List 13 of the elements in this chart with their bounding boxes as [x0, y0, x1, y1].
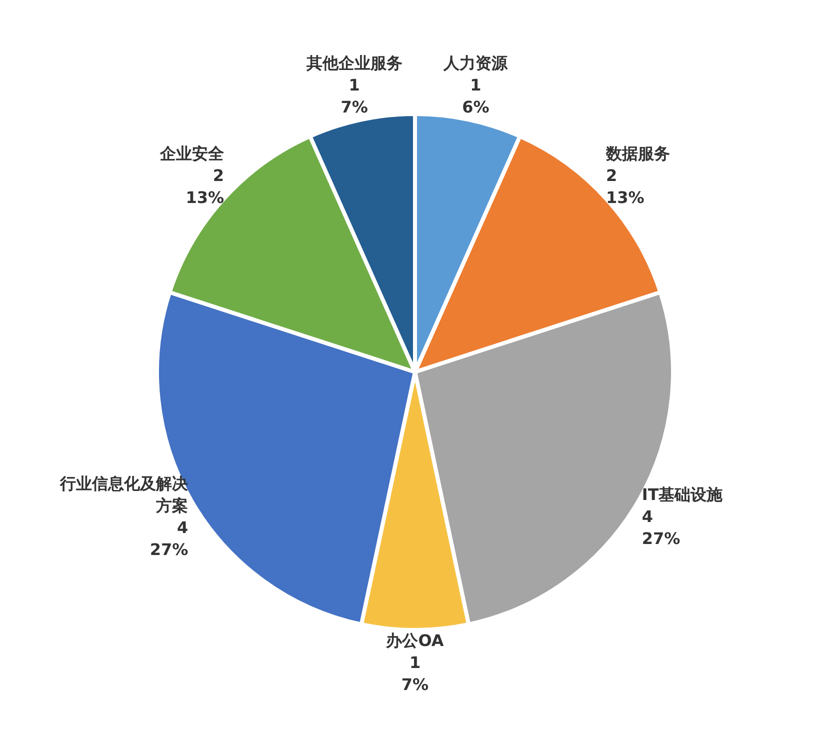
slice-label: 人力资源	[442, 54, 509, 73]
data-label: 1 6%	[462, 76, 490, 117]
data-label: 1 7%	[340, 76, 368, 117]
slice-label: IT基础设施	[642, 485, 724, 504]
slice-label: 数据服务	[605, 144, 670, 163]
slice-label: 其他企业服务	[305, 54, 402, 73]
slice-label: 办公OA	[385, 631, 444, 650]
data-label: 1 7%	[401, 653, 429, 694]
data-label: 2 13%	[606, 166, 644, 207]
data-label: 2 13%	[186, 166, 224, 207]
slice-label: 企业安全	[159, 144, 225, 163]
data-label: 4 27%	[150, 518, 188, 560]
data-label: 4 27%	[642, 507, 680, 548]
